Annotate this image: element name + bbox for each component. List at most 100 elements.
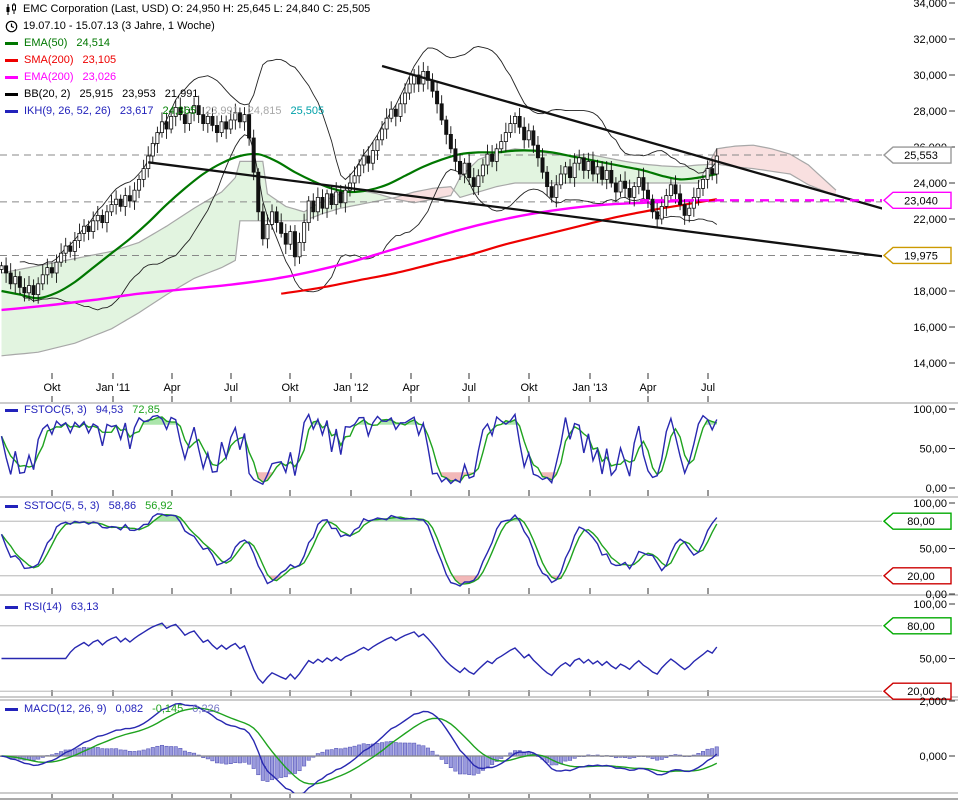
time-axis-label: Apr bbox=[402, 382, 419, 394]
price-tag-label: 23,040 bbox=[904, 195, 938, 207]
time-axis-label: Jul bbox=[224, 382, 238, 394]
macd-histogram-bar bbox=[347, 746, 352, 757]
candle-body bbox=[664, 195, 669, 207]
macd-histogram-bar bbox=[104, 748, 109, 757]
candle-body bbox=[17, 276, 22, 288]
sma200-line bbox=[281, 198, 717, 295]
bollinger-lower-band bbox=[19, 134, 718, 311]
macd-histogram-bar bbox=[297, 755, 302, 772]
candle-body bbox=[659, 205, 664, 220]
candle-body bbox=[613, 182, 618, 193]
candle-body bbox=[352, 175, 357, 184]
candle-body bbox=[545, 171, 550, 187]
candle-body bbox=[641, 177, 646, 191]
candle-body bbox=[499, 141, 504, 150]
macd-histogram-bar bbox=[338, 748, 343, 757]
candle-body bbox=[645, 189, 650, 200]
candle-body bbox=[701, 178, 706, 189]
macd-histogram-bar bbox=[416, 744, 421, 757]
time-axis: Okt Jan '11 Apr Jul Okt Jan '12 Apr Jul Okt Jan '… bbox=[0, 373, 958, 800]
macd-histogram-bar bbox=[109, 748, 114, 757]
candle-body bbox=[705, 168, 710, 180]
price-tag-label: 20,00 bbox=[907, 686, 935, 698]
candle-body bbox=[279, 222, 284, 234]
price-tag-shape bbox=[882, 191, 952, 209]
macd-histogram-bar bbox=[462, 755, 467, 775]
macd-histogram-bar bbox=[164, 745, 169, 757]
candle-body bbox=[407, 83, 412, 94]
oscillator-zone-fill bbox=[370, 517, 427, 522]
candle-body bbox=[288, 231, 293, 245]
candle-body bbox=[210, 116, 215, 126]
macd-histogram-bar bbox=[444, 755, 449, 765]
ichimoku-cloud-bullish bbox=[453, 148, 708, 198]
candle-body bbox=[82, 225, 87, 234]
macd-histogram-bar bbox=[210, 755, 215, 762]
macd-histogram-bar bbox=[114, 748, 119, 757]
trendline bbox=[381, 64, 882, 210]
macd-histogram-bar bbox=[490, 755, 495, 765]
macd-histogram-bar bbox=[334, 748, 339, 757]
candle-body bbox=[338, 191, 343, 204]
candle-body bbox=[485, 153, 490, 166]
candle-body bbox=[435, 90, 440, 105]
candle-body bbox=[513, 116, 518, 125]
candle-body bbox=[457, 160, 462, 175]
time-axis-label: Apr bbox=[163, 382, 180, 394]
time-axis-label: Jan '12 bbox=[333, 382, 368, 394]
macd-histogram-bar bbox=[95, 747, 100, 757]
candle-body bbox=[361, 155, 366, 166]
macd-histogram-bar bbox=[393, 742, 398, 757]
candle-body bbox=[655, 211, 660, 220]
macd-histogram-bar bbox=[412, 742, 417, 757]
macd-histogram-bar bbox=[476, 755, 481, 774]
candle-body bbox=[540, 157, 545, 173]
candle-body bbox=[100, 214, 105, 223]
candle-body bbox=[696, 187, 701, 198]
price-axis-label: 34,000 bbox=[913, 0, 947, 10]
price-tag-shape bbox=[882, 512, 952, 530]
candle-body bbox=[201, 114, 206, 124]
macd-histogram-bar bbox=[554, 755, 559, 766]
candle-body bbox=[650, 198, 655, 213]
candle-body bbox=[325, 193, 330, 209]
candle-body bbox=[91, 220, 96, 233]
macd-histogram-bar bbox=[568, 755, 573, 761]
time-axis-label: Jan '13 bbox=[572, 382, 607, 394]
candle-body bbox=[687, 207, 692, 216]
candle-body bbox=[517, 116, 522, 128]
candle-body bbox=[691, 196, 696, 209]
candle-body bbox=[141, 168, 146, 180]
macd-histogram-bar bbox=[242, 755, 247, 763]
macd-histogram-bar bbox=[237, 755, 242, 764]
candle-body bbox=[558, 173, 563, 186]
macd-histogram-bar bbox=[352, 745, 357, 757]
candle-body bbox=[242, 114, 247, 123]
candle-body bbox=[453, 148, 458, 162]
candle-body bbox=[109, 204, 114, 213]
main-chart-area bbox=[0, 46, 882, 357]
time-axis-label: Jan '11 bbox=[96, 382, 130, 394]
price-tag-shape bbox=[882, 246, 952, 265]
macd-histogram-bar bbox=[701, 751, 706, 757]
candle-body bbox=[430, 80, 435, 92]
time-axis-label: Jul bbox=[701, 382, 715, 394]
candle-body bbox=[384, 117, 389, 130]
candle-body bbox=[77, 232, 82, 241]
candle-body bbox=[0, 265, 4, 270]
indicator-axis-label: 0,00 bbox=[926, 589, 947, 601]
macd-histogram-bar bbox=[256, 755, 261, 776]
macd-histogram-bar bbox=[182, 750, 187, 757]
candle-body bbox=[462, 162, 467, 175]
price-axis-label: 32,000 bbox=[913, 34, 947, 46]
price-axis-label: 14,000 bbox=[913, 358, 947, 370]
candle-body bbox=[72, 240, 77, 252]
candle-body bbox=[549, 186, 554, 198]
indicator-axis-label: 50,00 bbox=[919, 444, 947, 456]
price-axis-label: 24,000 bbox=[913, 178, 947, 190]
macd-histogram-bar bbox=[247, 755, 252, 765]
candle-body bbox=[595, 166, 600, 175]
candle-body bbox=[508, 123, 513, 133]
macd-histogram-bar bbox=[224, 755, 229, 765]
